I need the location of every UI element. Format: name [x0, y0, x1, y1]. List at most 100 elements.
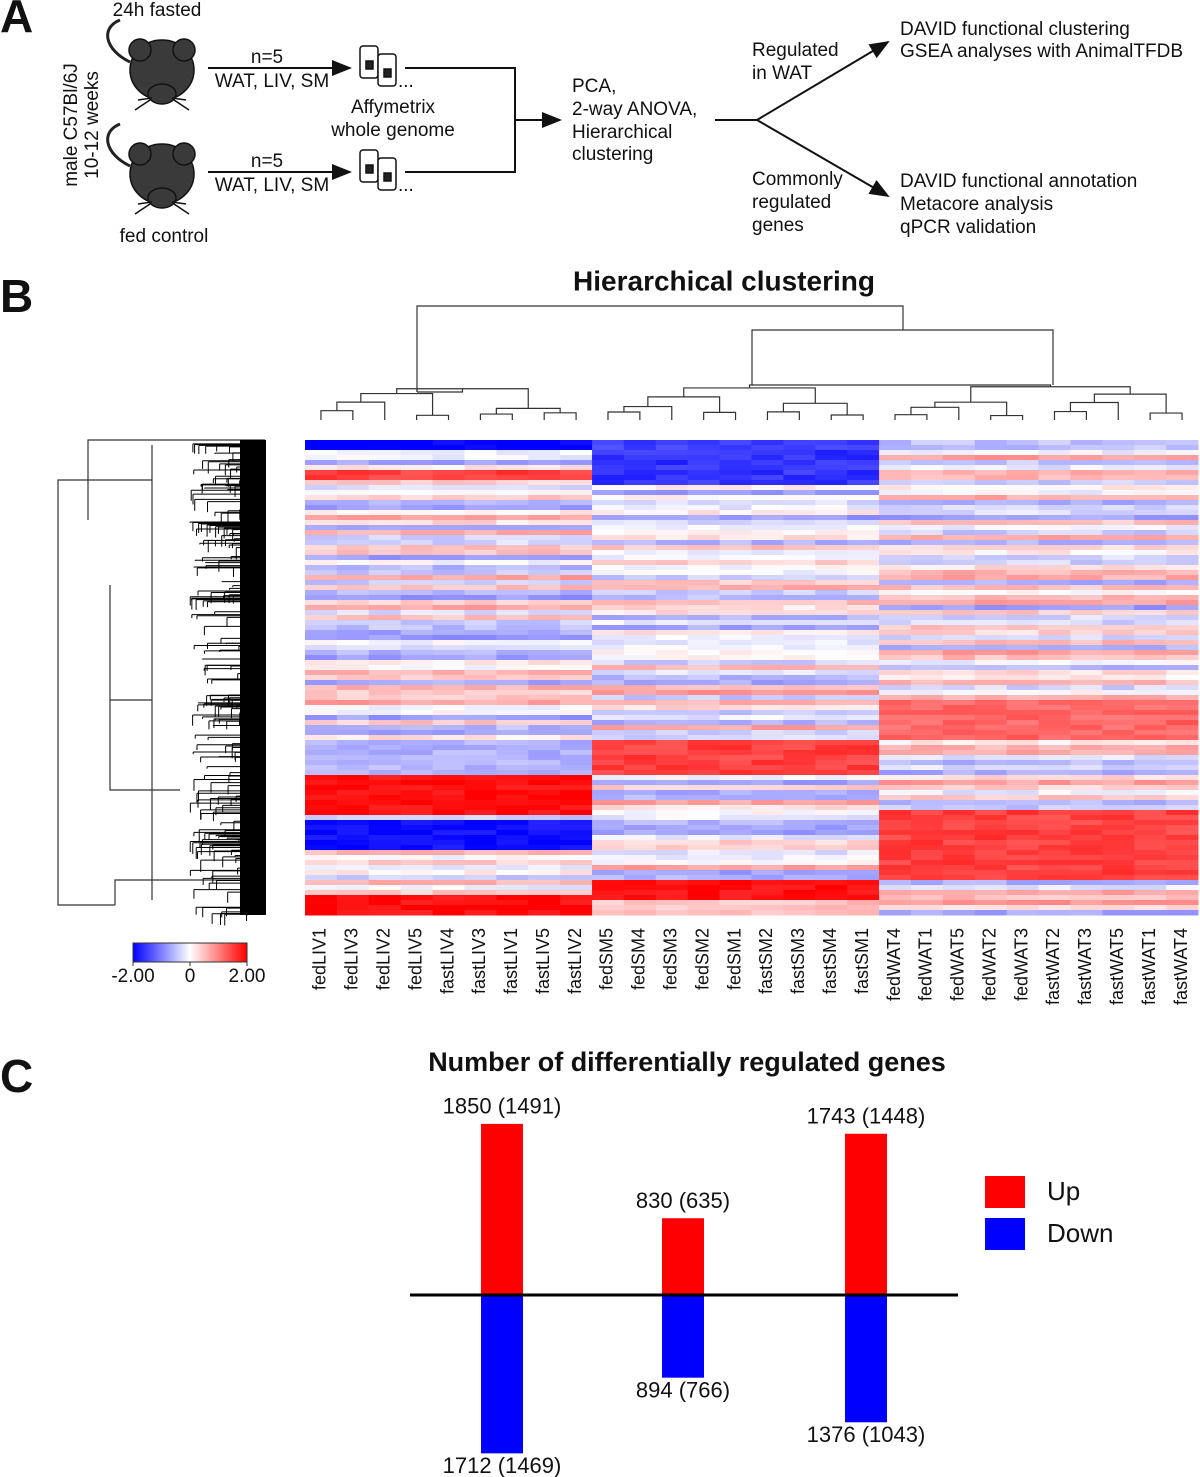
heatmap-cell	[815, 505, 848, 511]
heatmap-cell	[1006, 875, 1040, 881]
heatmap-cell	[974, 875, 1008, 881]
sample-label: fastLIV2	[565, 928, 585, 994]
heatmap-cell	[910, 875, 944, 881]
heatmap-cell	[847, 620, 880, 626]
heatmap-cell	[655, 665, 689, 671]
heatmap-cell	[336, 870, 370, 876]
heatmap-cell	[464, 795, 497, 801]
heatmap-cell	[719, 835, 752, 841]
heatmap-cell	[432, 870, 465, 876]
heatmap-cell	[783, 480, 816, 486]
heatmap-cell	[432, 820, 465, 826]
heatmap-cell	[783, 635, 816, 641]
heatmap-cell	[1166, 850, 1199, 856]
colorbar-label: 2.00	[229, 966, 266, 987]
heatmap-cell	[305, 630, 338, 636]
sample-label: fastLIV5	[533, 928, 553, 994]
heatmap-cell	[496, 640, 529, 646]
heatmap-cell	[974, 575, 1008, 581]
heatmap-cell	[560, 575, 593, 581]
heatmap-cell	[942, 870, 976, 876]
heatmap-cell	[528, 825, 561, 831]
heatmap-cell	[592, 880, 625, 886]
heatmap-cell	[592, 475, 625, 481]
heatmap-cell	[910, 735, 944, 741]
heatmap-cell	[432, 650, 465, 656]
heatmap-cell	[815, 775, 848, 781]
heatmap-cell	[496, 885, 529, 891]
heatmap-cell	[847, 615, 880, 621]
heatmap-cell	[623, 660, 657, 666]
heatmap-cell	[496, 880, 529, 886]
heatmap-cell	[879, 605, 912, 611]
heatmap-cell	[783, 510, 816, 516]
heatmap-cell	[783, 845, 816, 851]
heatmap-cell	[1166, 620, 1199, 626]
heatmap-cell	[910, 595, 944, 601]
heatmap-cell	[879, 530, 912, 536]
heatmap-cell	[815, 835, 848, 841]
heatmap-cell	[305, 490, 338, 496]
heatmap-cell	[528, 725, 561, 731]
heatmap-cell	[783, 485, 816, 491]
heatmap-cell	[432, 500, 465, 506]
heatmap-cell	[464, 485, 497, 491]
heatmap-cell	[655, 625, 689, 631]
heatmap-cell	[432, 905, 465, 911]
heatmap-cell	[879, 525, 912, 531]
heatmap-cell	[879, 620, 912, 626]
heatmap-cell	[1134, 725, 1167, 731]
heatmap-cell	[1102, 830, 1135, 836]
heatmap-cell	[496, 805, 529, 811]
heatmap-cell	[464, 735, 497, 741]
heatmap-cell	[592, 500, 625, 506]
heatmap-cell	[1134, 710, 1167, 716]
heatmap-cell	[560, 765, 593, 771]
heatmap-cell	[305, 665, 338, 671]
heatmap-cell	[592, 775, 625, 781]
heatmap-cell	[1006, 890, 1040, 896]
heatmap-cell	[847, 505, 880, 511]
heatmap-cell	[464, 480, 497, 486]
heatmap-cell	[1166, 565, 1199, 571]
legend-swatch	[985, 1218, 1025, 1250]
heatmap-cell	[1070, 615, 1103, 621]
heatmap-cell	[783, 870, 816, 876]
dendrogram-branch	[934, 401, 1008, 416]
heatmap-cell	[751, 690, 784, 696]
heatmap-cell	[528, 665, 561, 671]
heatmap-cell	[879, 595, 912, 601]
heatmap-cell	[1070, 860, 1103, 866]
heatmap-cell	[1006, 485, 1040, 491]
heatmap-cell	[368, 740, 402, 746]
heatmap-cell	[974, 705, 1008, 711]
heatmap-cell	[942, 670, 976, 676]
dendrogram-branch	[320, 410, 354, 420]
heatmap-cell	[623, 825, 657, 831]
heatmap-cell	[847, 530, 880, 536]
heatmap-cell	[496, 845, 529, 851]
heatmap-cell	[464, 690, 497, 696]
sample-label: fedSM3	[661, 928, 681, 990]
heatmap-cell	[368, 530, 402, 536]
heatmap-cell	[1070, 660, 1103, 666]
heatmap-cell	[1038, 580, 1071, 586]
heatmap-cell	[432, 615, 465, 621]
heatmap-cell	[655, 550, 689, 556]
heatmap-cell	[432, 710, 465, 716]
heatmap-cell	[592, 630, 625, 636]
heatmap-cell	[910, 690, 944, 696]
heatmap-cell	[305, 600, 338, 606]
heatmap-cell	[560, 585, 593, 591]
heatmap-cell	[592, 755, 625, 761]
heatmap-cell	[623, 760, 657, 766]
heatmap-cell	[1134, 515, 1167, 521]
heatmap-cell	[974, 520, 1008, 526]
heatmap-cell	[847, 545, 880, 551]
heatmap-cell	[910, 455, 944, 461]
heatmap-cell	[528, 460, 561, 466]
heatmap-cell	[910, 550, 944, 556]
heatmap-cell	[1102, 530, 1135, 536]
heatmap-cell	[592, 620, 625, 626]
heatmap-cell	[623, 465, 657, 471]
